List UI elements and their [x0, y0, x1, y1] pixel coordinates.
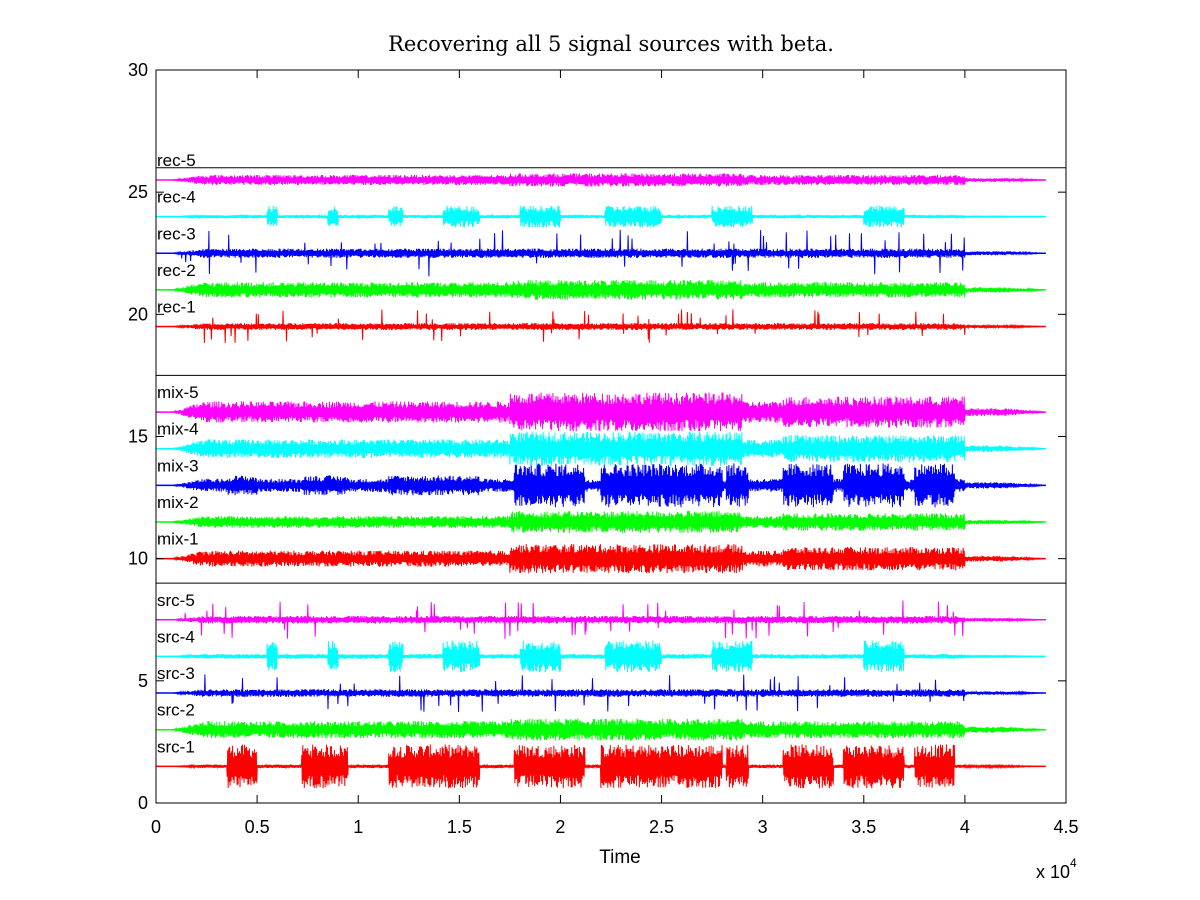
x-exponent-sup: 4: [1070, 856, 1077, 870]
x-tick-label: 0.5: [245, 817, 270, 837]
x-tick-label: 1: [353, 817, 363, 837]
trace-src-5: [156, 600, 1046, 639]
x-tick-label: 1.5: [447, 817, 472, 837]
x-tick-label: 3.5: [851, 817, 876, 837]
trace-src-3: [156, 674, 1046, 713]
x-tick-label: 3: [758, 817, 768, 837]
x-tick-label: 4: [960, 817, 970, 837]
y-tick-label: 25: [128, 182, 148, 202]
label-src-1: src-1: [157, 737, 195, 756]
trace-rec-4: [156, 205, 1046, 228]
label-src-2: src-2: [157, 701, 195, 720]
x-tick-label: 4.5: [1053, 817, 1078, 837]
trace-labels: src-1 src-2 src-3 src-4 src-5 mix-1 mix-2 mix-3…: [157, 151, 199, 756]
trace-mix-4: [156, 431, 1046, 466]
trace-mix-1: [156, 543, 1046, 574]
label-mix-1: mix-1: [157, 530, 199, 549]
y-tick-label: 5: [138, 671, 148, 691]
trace-rec-2: [156, 279, 1046, 300]
trace-src-4: [156, 640, 1046, 673]
x-exponent-label: x 104: [1036, 856, 1077, 882]
label-src-4: src-4: [157, 627, 195, 646]
label-mix-5: mix-5: [157, 383, 199, 402]
axis-ticks: 0 0.5 1 1.5 2 2.5 3 3.5 4 4.5 0 5 10 15 20 25 30: [128, 60, 1079, 837]
trace-rec-3: [156, 229, 1046, 277]
group-separators: [156, 167, 1066, 584]
x-axis-label: Time: [599, 847, 641, 868]
y-tick-label: 30: [128, 60, 148, 80]
y-tick-label: 15: [128, 427, 148, 447]
trace-rec-5: [156, 173, 1046, 187]
label-rec-4: rec-4: [157, 188, 196, 207]
label-mix-2: mix-2: [157, 493, 199, 512]
label-rec-3: rec-3: [157, 224, 196, 243]
x-tick-label: 0: [151, 817, 161, 837]
label-rec-1: rec-1: [157, 298, 196, 317]
trace-mix-5: [156, 392, 1046, 432]
trace-rec-1: [156, 309, 1046, 344]
signal-traces: [156, 173, 1046, 789]
label-src-3: src-3: [157, 664, 195, 683]
x-exponent-base: x 10: [1036, 862, 1070, 882]
chart-title: Recovering all 5 signal sources with bet…: [388, 32, 834, 56]
y-tick-label: 10: [128, 549, 148, 569]
label-rec-2: rec-2: [157, 261, 196, 280]
trace-mix-2: [156, 510, 1046, 534]
trace-mix-3: [156, 463, 1046, 508]
x-tick-label: 2.5: [649, 817, 674, 837]
label-rec-5: rec-5: [157, 151, 196, 170]
x-tick-label: 2: [555, 817, 565, 837]
trace-src-1: [156, 744, 1046, 789]
label-mix-4: mix-4: [157, 420, 199, 439]
y-tick-label: 0: [138, 793, 148, 813]
label-src-5: src-5: [157, 591, 195, 610]
label-mix-3: mix-3: [157, 456, 199, 475]
y-tick-label: 20: [128, 304, 148, 324]
trace-src-2: [156, 718, 1046, 741]
